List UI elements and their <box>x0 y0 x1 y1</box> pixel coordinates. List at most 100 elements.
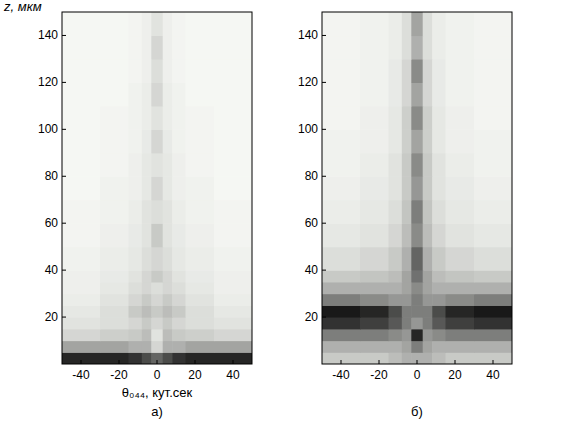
cell <box>142 305 152 317</box>
heatmap-cells <box>322 12 512 364</box>
cell <box>163 176 173 200</box>
x-tick <box>233 360 234 364</box>
cell <box>100 305 129 317</box>
cell <box>214 305 252 317</box>
cell <box>100 282 129 294</box>
cell <box>151 282 163 294</box>
cell <box>172 12 186 36</box>
cell <box>474 305 512 317</box>
panel-label: б) <box>411 404 423 419</box>
cell <box>214 82 252 106</box>
cell <box>214 247 252 271</box>
cell <box>129 129 143 153</box>
cell <box>151 129 163 153</box>
cell <box>322 106 361 130</box>
cell <box>214 129 252 153</box>
cell <box>129 352 143 364</box>
cell <box>474 153 512 177</box>
cell <box>474 317 512 329</box>
cell <box>151 82 163 106</box>
cell <box>360 352 389 364</box>
x-tick <box>81 360 82 364</box>
cell <box>129 247 143 271</box>
cell <box>129 223 143 247</box>
cell <box>423 200 433 224</box>
cell <box>432 12 446 36</box>
cell <box>142 176 152 200</box>
cell <box>129 270 143 282</box>
cell <box>151 341 163 353</box>
cell <box>100 294 129 306</box>
cell <box>446 352 475 364</box>
cell <box>360 59 389 83</box>
cell <box>62 106 101 130</box>
cell <box>186 247 215 271</box>
y-tick <box>322 35 326 36</box>
cell <box>446 329 475 341</box>
cell <box>402 59 412 83</box>
cell <box>432 247 446 271</box>
cell <box>172 317 186 329</box>
cell <box>214 341 252 353</box>
cell <box>411 59 423 83</box>
cell <box>360 176 389 200</box>
cell <box>100 106 129 130</box>
cell <box>172 200 186 224</box>
cell <box>172 341 186 353</box>
cell <box>129 329 143 341</box>
cell <box>129 305 143 317</box>
cell <box>186 12 215 36</box>
cell <box>100 129 129 153</box>
cell <box>432 294 446 306</box>
x-tick-label: 40 <box>486 368 500 382</box>
cell <box>129 106 143 130</box>
cell <box>322 294 361 306</box>
cell <box>129 317 143 329</box>
x-tick-label: -20 <box>110 368 128 382</box>
cell <box>474 12 512 36</box>
cell <box>423 223 433 247</box>
cell <box>142 82 152 106</box>
cell <box>214 270 252 282</box>
cell <box>142 106 152 130</box>
cell <box>474 352 512 364</box>
cell <box>446 223 475 247</box>
cell <box>62 282 101 294</box>
cell <box>389 82 403 106</box>
cell <box>163 270 173 282</box>
cell <box>360 35 389 59</box>
cell <box>151 317 163 329</box>
cell <box>411 341 423 353</box>
cell <box>142 294 152 306</box>
cell <box>446 106 475 130</box>
cell <box>402 282 412 294</box>
cell <box>163 341 173 353</box>
cell <box>411 282 423 294</box>
cell <box>432 329 446 341</box>
y-tick-label: 80 <box>305 169 319 183</box>
cell <box>411 352 423 364</box>
cell <box>360 223 389 247</box>
cell <box>402 35 412 59</box>
cell <box>432 200 446 224</box>
cell <box>322 341 361 353</box>
y-tick <box>322 129 326 130</box>
cell <box>389 12 403 36</box>
cell <box>423 317 433 329</box>
cell <box>142 223 152 247</box>
cell <box>151 200 163 224</box>
cell <box>322 282 361 294</box>
cell <box>432 106 446 130</box>
cell <box>389 223 403 247</box>
cell <box>446 153 475 177</box>
y-tick <box>62 129 66 130</box>
cell <box>186 129 215 153</box>
cell <box>129 341 143 353</box>
cell <box>129 153 143 177</box>
y-tick-label: 20 <box>305 310 319 324</box>
y-tick <box>62 35 66 36</box>
cell <box>360 106 389 130</box>
cell <box>151 59 163 83</box>
cell <box>474 294 512 306</box>
cell <box>446 270 475 282</box>
